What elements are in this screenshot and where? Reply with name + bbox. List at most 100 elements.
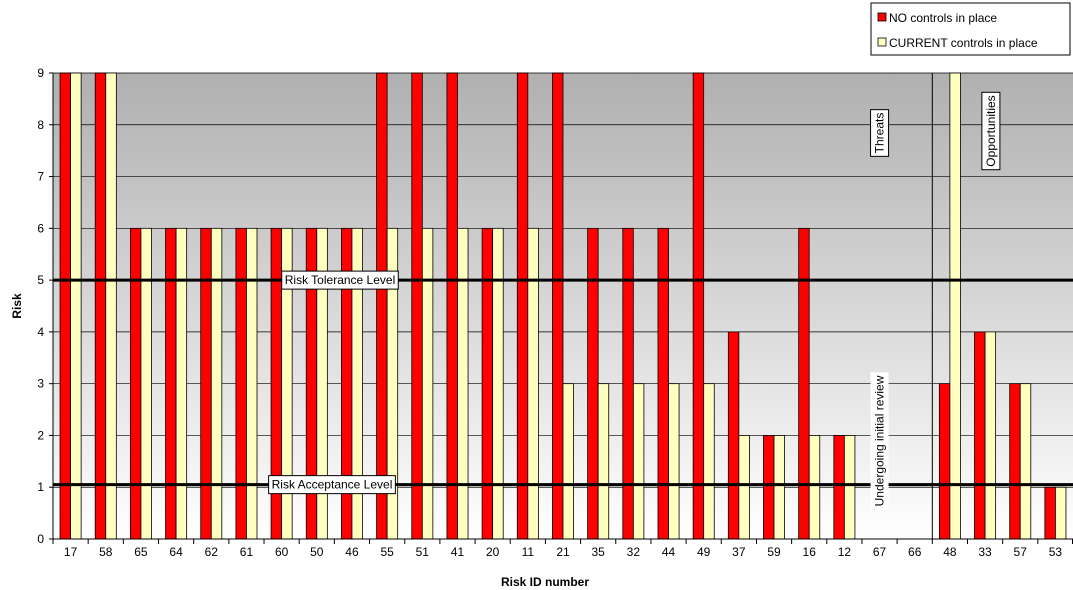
x-tick-label: 35 <box>591 545 605 559</box>
bar-current-controls <box>668 383 680 540</box>
bar-no-controls <box>798 227 810 540</box>
x-tick-label: 50 <box>310 545 324 559</box>
bar-no-controls <box>587 227 599 540</box>
opportunities-label-box <box>981 91 1001 171</box>
bar-no-controls <box>657 227 669 540</box>
bars <box>59 72 1067 540</box>
y-tick-label: 4 <box>37 325 44 339</box>
bar-current-controls <box>210 227 223 540</box>
review-label-box <box>870 372 889 510</box>
x-tick-label: 33 <box>978 545 992 559</box>
bar-no-controls <box>727 331 740 540</box>
bar-no-controls <box>94 72 107 540</box>
x-axis-title: Risk ID number <box>501 575 589 589</box>
y-tick-label: 2 <box>37 428 44 442</box>
bar-current-controls <box>527 227 539 540</box>
bar-current-controls <box>808 435 821 540</box>
y-tick-label: 9 <box>37 66 44 80</box>
bar-current-controls <box>457 227 469 540</box>
x-tick-label: 32 <box>627 545 641 559</box>
reference-line-label: Risk Acceptance Level <box>272 478 393 492</box>
review-label-text: Undergoing initial review <box>873 375 887 506</box>
x-tick-label: 12 <box>838 545 852 559</box>
y-tick-label: 8 <box>37 118 44 132</box>
reference-lines: Risk Tolerance Level Risk Acceptance Leve… <box>53 270 1073 495</box>
bar-no-controls <box>235 227 247 540</box>
bar-no-controls <box>411 72 423 540</box>
x-tick-label: 11 <box>522 545 535 559</box>
bar-current-controls <box>949 72 961 540</box>
y-axis-title: Risk <box>10 293 24 319</box>
bar-no-controls <box>59 72 71 540</box>
bar-no-controls <box>938 383 951 540</box>
threats-label: Threats <box>870 109 890 157</box>
bar-no-controls <box>833 435 845 540</box>
x-tick-label: 57 <box>1014 545 1028 559</box>
bar-no-controls <box>516 72 529 540</box>
y-tick-label: 3 <box>37 377 44 391</box>
bar-no-controls <box>376 72 388 540</box>
x-tick-label: 21 <box>556 545 570 559</box>
legend-box <box>870 2 1071 56</box>
x-tick-label: 20 <box>486 545 500 559</box>
opportunities-label-text: Opportunities <box>984 95 998 166</box>
legend-swatch-current-controls <box>877 37 887 47</box>
bar-current-controls <box>246 227 258 540</box>
reference-line-label-box <box>268 475 396 495</box>
bar-current-controls <box>703 383 715 540</box>
bar-current-controls <box>492 227 504 540</box>
bar-no-controls <box>1044 486 1056 540</box>
bar-no-controls <box>552 72 564 540</box>
bar-current-controls <box>1019 383 1032 540</box>
bar-no-controls <box>200 227 212 540</box>
x-tick-label: 44 <box>662 545 676 559</box>
x-tick-label: 62 <box>205 545 219 559</box>
x-tick-label: 37 <box>732 545 746 559</box>
legend-label-current-controls: CURRENT controls in place <box>889 36 1038 50</box>
x-tick-label: 66 <box>908 545 922 559</box>
bar-current-controls <box>140 227 152 540</box>
bar-no-controls <box>446 72 458 540</box>
x-tick-label: 46 <box>345 545 359 559</box>
bar-current-controls <box>175 227 188 540</box>
x-tick-label: 17 <box>64 545 78 559</box>
bar-no-controls <box>622 227 634 540</box>
y-tick-label: 7 <box>37 170 44 184</box>
bar-no-controls <box>481 227 494 540</box>
legend-swatch-no-controls <box>877 12 887 22</box>
bar-no-controls <box>165 227 177 540</box>
review-label: Undergoing initial review <box>870 372 889 510</box>
bar-current-controls <box>773 435 785 540</box>
bar-no-controls <box>763 435 775 540</box>
x-tick-label: 59 <box>767 545 781 559</box>
x-tick-label: 55 <box>380 545 394 559</box>
annotations: Threats Opportunities Undergoing initial r… <box>870 73 1001 539</box>
bar-current-controls <box>984 331 997 540</box>
x-tick-label: 41 <box>451 545 465 559</box>
x-tick-label: 58 <box>99 545 113 559</box>
bar-current-controls <box>562 383 574 540</box>
legend: NO controls in place CURRENT controls in… <box>870 2 1071 56</box>
x-tick-label: 53 <box>1049 545 1063 559</box>
x-tick-label: 48 <box>943 545 957 559</box>
x-tick-label: 64 <box>169 545 183 559</box>
legend-label-no-controls: NO controls in place <box>889 11 997 25</box>
bar-current-controls <box>632 383 645 540</box>
reference-line-label: Risk Tolerance Level <box>285 273 396 287</box>
bar-no-controls <box>692 72 705 540</box>
bar-current-controls <box>597 383 610 540</box>
y-tick-label: 6 <box>37 221 44 235</box>
reference-line-label-box <box>281 270 399 290</box>
bar-current-controls <box>421 227 434 540</box>
bar-no-controls <box>974 331 986 540</box>
y-tick-label: 0 <box>37 532 44 546</box>
bar-current-controls <box>738 435 750 540</box>
bar-current-controls <box>843 435 856 540</box>
x-tick-label: 49 <box>697 545 711 559</box>
bar-current-controls <box>1055 486 1067 540</box>
x-tick-label: 61 <box>240 545 254 559</box>
x-tick-label: 16 <box>803 545 817 559</box>
bar-no-controls <box>1009 383 1021 540</box>
